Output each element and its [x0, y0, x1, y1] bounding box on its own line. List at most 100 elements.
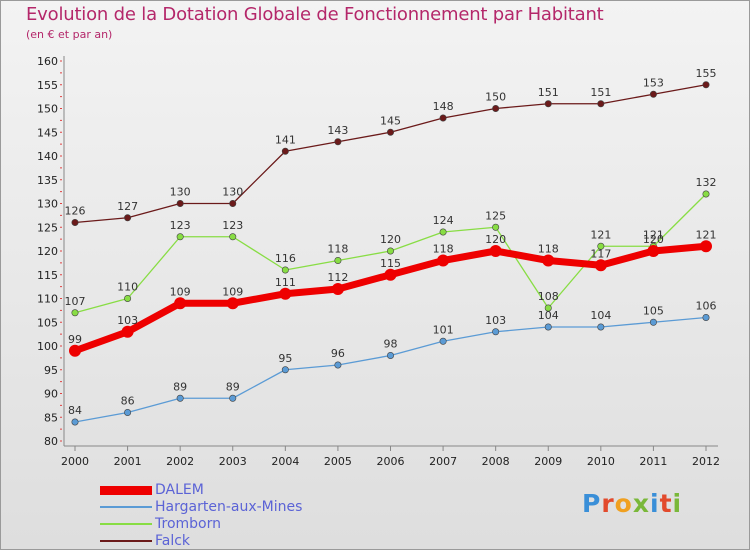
y-tick-label: 115 — [37, 269, 58, 282]
data-point — [176, 233, 184, 241]
data-label: 124 — [433, 214, 454, 227]
data-point — [121, 325, 134, 338]
data-point — [386, 351, 394, 359]
data-point — [702, 190, 710, 198]
x-tick-label: 2012 — [692, 455, 720, 468]
y-tick-label: 80 — [44, 435, 58, 448]
x-tick-label: 2009 — [534, 455, 562, 468]
data-label: 112 — [327, 271, 348, 284]
data-label: 141 — [275, 133, 296, 146]
data-point — [279, 287, 292, 300]
logo-letter: r — [601, 489, 615, 518]
legend-label: DALEM — [155, 482, 204, 498]
series-line-falck — [74, 84, 707, 224]
data-label: 121 — [696, 228, 717, 241]
y-tick-label: 155 — [37, 79, 58, 92]
data-point — [594, 259, 607, 272]
x-tick-label: 2001 — [114, 455, 142, 468]
data-point — [71, 309, 79, 317]
data-label: 120 — [643, 233, 664, 246]
y-tick-label: 135 — [37, 174, 58, 187]
data-point — [542, 254, 555, 267]
data-label: 123 — [170, 219, 191, 232]
y-tick-label: 140 — [37, 150, 58, 163]
data-label: 125 — [485, 209, 506, 222]
data-point — [492, 328, 500, 336]
data-label: 96 — [331, 347, 345, 360]
x-tick-label: 2002 — [166, 455, 194, 468]
data-label: 105 — [643, 304, 664, 317]
data-label: 86 — [121, 395, 135, 408]
y-tick-label: 105 — [37, 316, 58, 329]
data-point — [649, 90, 657, 98]
data-label: 103 — [485, 314, 506, 327]
data-label: 117 — [590, 247, 611, 260]
series-line-hargarten-aux-mines — [74, 316, 707, 423]
data-point — [124, 408, 132, 416]
data-point — [384, 268, 397, 281]
data-point — [544, 323, 552, 331]
chart-subtitle: (en € et par an) — [26, 28, 113, 41]
data-label: 111 — [275, 276, 296, 289]
data-label: 95 — [278, 352, 292, 365]
data-point — [439, 337, 447, 345]
x-tick-label: 2007 — [429, 455, 457, 468]
x-tick-label: 2006 — [377, 455, 405, 468]
data-point — [647, 245, 660, 257]
y-tick-label: 90 — [44, 388, 58, 401]
data-label: 143 — [327, 124, 348, 137]
data-point — [69, 344, 81, 357]
y-tick-label: 95 — [44, 364, 58, 377]
data-point — [439, 228, 447, 236]
y-tick-label: 100 — [37, 340, 58, 353]
data-label: 130 — [170, 186, 191, 199]
data-label: 145 — [380, 114, 401, 127]
data-point — [702, 81, 710, 89]
legend-swatch — [100, 506, 152, 508]
data-point — [439, 114, 447, 122]
y-tick-label: 110 — [37, 293, 58, 306]
data-label: 150 — [485, 91, 506, 104]
data-label: 84 — [68, 404, 82, 417]
data-point — [702, 313, 710, 321]
data-label: 107 — [65, 295, 86, 308]
logo-letter: x — [632, 489, 650, 518]
data-point — [331, 283, 344, 295]
data-label: 98 — [384, 338, 398, 351]
data-point — [71, 418, 79, 426]
x-tick-label: 2005 — [324, 455, 352, 468]
legend-swatch — [100, 540, 152, 542]
data-label: 153 — [643, 76, 664, 89]
data-label: 121 — [643, 228, 664, 241]
data-label: 89 — [173, 380, 187, 393]
x-tick-label: 2008 — [482, 455, 510, 468]
data-label: 132 — [696, 176, 717, 189]
data-point — [174, 297, 187, 310]
data-label: 108 — [538, 290, 559, 303]
data-label: 151 — [590, 86, 611, 99]
data-point — [176, 394, 184, 402]
data-point — [489, 245, 502, 257]
data-label: 151 — [538, 86, 559, 99]
y-tick-label: 145 — [37, 126, 58, 139]
data-point — [281, 266, 289, 274]
proxiti-logo: Proxiti — [582, 489, 682, 518]
data-point — [649, 318, 657, 326]
data-label: 110 — [117, 281, 138, 294]
data-label: 104 — [538, 309, 559, 322]
legend-label: Falck — [155, 533, 191, 549]
legend-label: Tromborn — [155, 516, 221, 532]
data-point — [386, 247, 394, 255]
logo-letter: t — [659, 489, 673, 518]
chart-title: Evolution de la Dotation Globale de Fonc… — [26, 4, 604, 25]
data-label: 120 — [380, 233, 401, 246]
data-point — [492, 223, 500, 231]
data-point — [700, 240, 712, 253]
data-point — [124, 294, 132, 302]
data-point — [229, 200, 237, 208]
data-label: 118 — [327, 243, 348, 256]
data-label: 130 — [222, 186, 243, 199]
data-label: 103 — [117, 314, 138, 327]
